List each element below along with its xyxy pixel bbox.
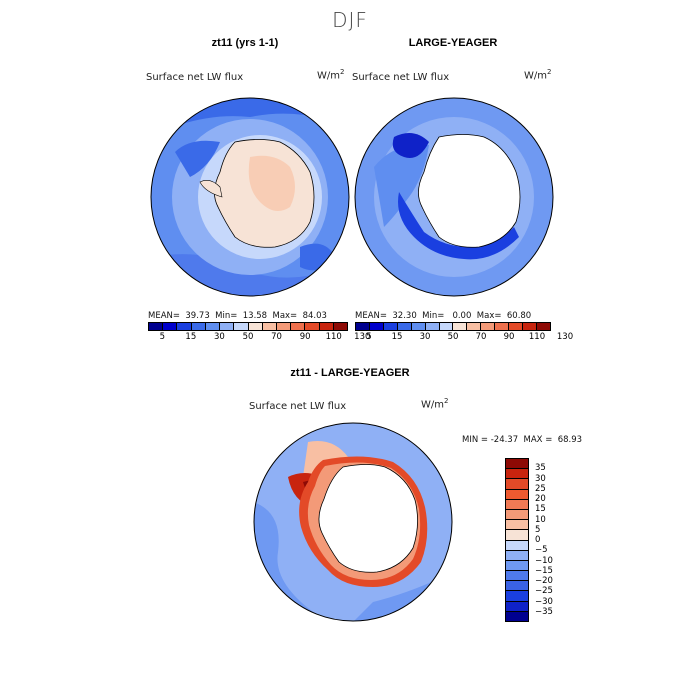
left-colorbar-swatch <box>262 323 277 330</box>
difference-colorbar-swatch <box>506 571 528 582</box>
difference-colorbar-swatch <box>506 611 528 621</box>
right-colorbar: 5 15 30 50 70 90 110 130 <box>355 322 573 346</box>
difference-colorbar-tick-label: 0 <box>535 535 541 545</box>
left-units-label: W/m2 <box>317 68 345 82</box>
right-colorbar-tick-label: 15 <box>391 332 403 342</box>
right-colorbar-swatch <box>495 323 510 330</box>
left-colorbar-swatch <box>191 323 206 330</box>
left-colorbar-swatch <box>220 323 235 330</box>
difference-colorbar-swatch <box>506 581 528 592</box>
difference-colorbar-tick-label: 15 <box>535 504 546 515</box>
left-variable-label: Surface net LW flux <box>146 72 244 83</box>
left-colorbar: 5 15 30 50 70 90 110 130 <box>148 322 370 346</box>
right-colorbar-swatch <box>523 323 537 330</box>
difference-colorbar-tick-label: 5 <box>535 524 541 535</box>
left-colorbar-swatch <box>177 323 192 330</box>
difference-colorbar-swatch <box>506 591 528 602</box>
difference-colorbar-tick-label: 25 <box>535 483 546 494</box>
right-colorbar-tick-label: 50 <box>447 332 459 342</box>
right-colorbar-tick-label: 5 <box>366 332 372 342</box>
right-colorbar-swatch <box>369 323 384 330</box>
right-colorbar-swatch <box>383 323 398 330</box>
left-colorbar-swatch <box>333 323 348 330</box>
right-colorbar-tick-label: 130 <box>556 332 574 342</box>
right-colorbar-swatch <box>536 323 550 330</box>
difference-colorbar-tick-label: −20 <box>535 576 553 586</box>
bottom-stats: MIN = -24.37 MAX = 68.93 <box>462 435 583 445</box>
difference-colorbar-swatch <box>506 479 528 490</box>
difference-colorbar-tick-label: 20 <box>535 494 546 504</box>
left-colorbar-swatch <box>319 323 334 330</box>
right-colorbar-swatch <box>397 323 412 330</box>
bottom-units-label: W/m2 <box>421 397 449 411</box>
left-colorbar-swatch <box>163 323 178 330</box>
difference-colorbar-swatch <box>506 540 528 551</box>
difference-colorbar-tick-label: −25 <box>535 586 553 597</box>
right-colorbar-swatch <box>411 323 426 330</box>
left-colorbar-swatch <box>248 323 263 330</box>
right-colorbar-tick-label: 110 <box>528 332 546 342</box>
difference-colorbar-swatch <box>506 509 528 521</box>
difference-colorbar-swatch <box>506 550 528 561</box>
difference-colorbar-swatch <box>506 499 528 510</box>
left-colorbar-swatch <box>305 323 320 330</box>
right-colorbar-swatch <box>467 323 482 330</box>
left-colorbar-tick-label: 50 <box>242 332 254 342</box>
right-colorbar-tick-label: 90 <box>503 332 515 342</box>
difference-colorbar-swatch <box>506 560 528 572</box>
difference-colorbar-tick-label: −5 <box>535 545 548 556</box>
left-colorbar-tick-label: 70 <box>271 332 282 342</box>
right-colorbar-tick-label: 30 <box>419 332 431 342</box>
right-colorbar-swatch <box>425 323 440 330</box>
right-variable-label: Surface net LW flux <box>352 72 450 83</box>
difference-colorbar-tick-label: 10 <box>535 514 546 525</box>
difference-colorbar-tick-label: −10 <box>535 555 553 566</box>
right-colorbar-tick-label: 70 <box>475 332 487 342</box>
bottom-polar-map <box>253 422 453 622</box>
difference-colorbar: 35 30 25 20 15 10 5 0 −5 −10 −15 −20 −25 −30 −35 <box>505 458 565 624</box>
left-colorbar-tick-label: 130 <box>354 332 371 342</box>
right-units-label: W/m2 <box>524 68 552 82</box>
difference-colorbar-swatch <box>506 601 528 612</box>
difference-colorbar-swatch <box>506 530 528 541</box>
right-stats: MEAN= 32.30 Min= 0.00 Max= 60.80 <box>355 311 532 321</box>
right-colorbar-swatch <box>509 323 524 330</box>
left-colorbar-swatch <box>276 323 292 330</box>
difference-colorbar-swatch <box>506 459 528 470</box>
left-panel-title: zt11 (yrs 1-1) <box>211 37 279 49</box>
difference-colorbar-tick-label: −30 <box>535 596 553 607</box>
left-colorbar-tick-label: 5 <box>159 332 165 342</box>
left-colorbar-swatch <box>149 323 164 330</box>
right-colorbar-swatch <box>439 323 454 330</box>
right-colorbar-swatch <box>356 323 370 330</box>
left-colorbar-swatch <box>205 323 221 330</box>
left-polar-map <box>150 97 350 297</box>
right-polar-map <box>354 97 554 297</box>
right-colorbar-swatch <box>481 323 496 330</box>
right-colorbar-swatch <box>453 323 468 330</box>
left-colorbar-tick-label: 110 <box>325 332 342 342</box>
left-colorbar-swatch <box>234 323 249 330</box>
difference-colorbar-swatch <box>506 489 528 500</box>
difference-colorbar-swatch <box>506 469 528 480</box>
right-panel-title: LARGE-YEAGER <box>408 37 498 49</box>
difference-colorbar-swatch <box>506 520 528 531</box>
left-stats: MEAN= 39.73 Min= 13.58 Max= 84.03 <box>148 311 327 321</box>
difference-colorbar-tick-label: 35 <box>535 463 546 474</box>
difference-colorbar-tick-label: 30 <box>535 473 546 484</box>
left-colorbar-tick-label: 90 <box>299 332 311 342</box>
bottom-variable-label: Surface net LW flux <box>249 401 347 412</box>
left-colorbar-swatch <box>291 323 306 330</box>
left-colorbar-tick-label: 15 <box>185 332 197 342</box>
season-title: DJF <box>332 8 368 32</box>
difference-colorbar-tick-label: −35 <box>535 606 553 617</box>
left-colorbar-tick-label: 30 <box>214 332 225 342</box>
bottom-panel-title: zt11 - LARGE-YEAGER <box>290 367 410 379</box>
difference-colorbar-tick-label: −15 <box>535 565 553 576</box>
